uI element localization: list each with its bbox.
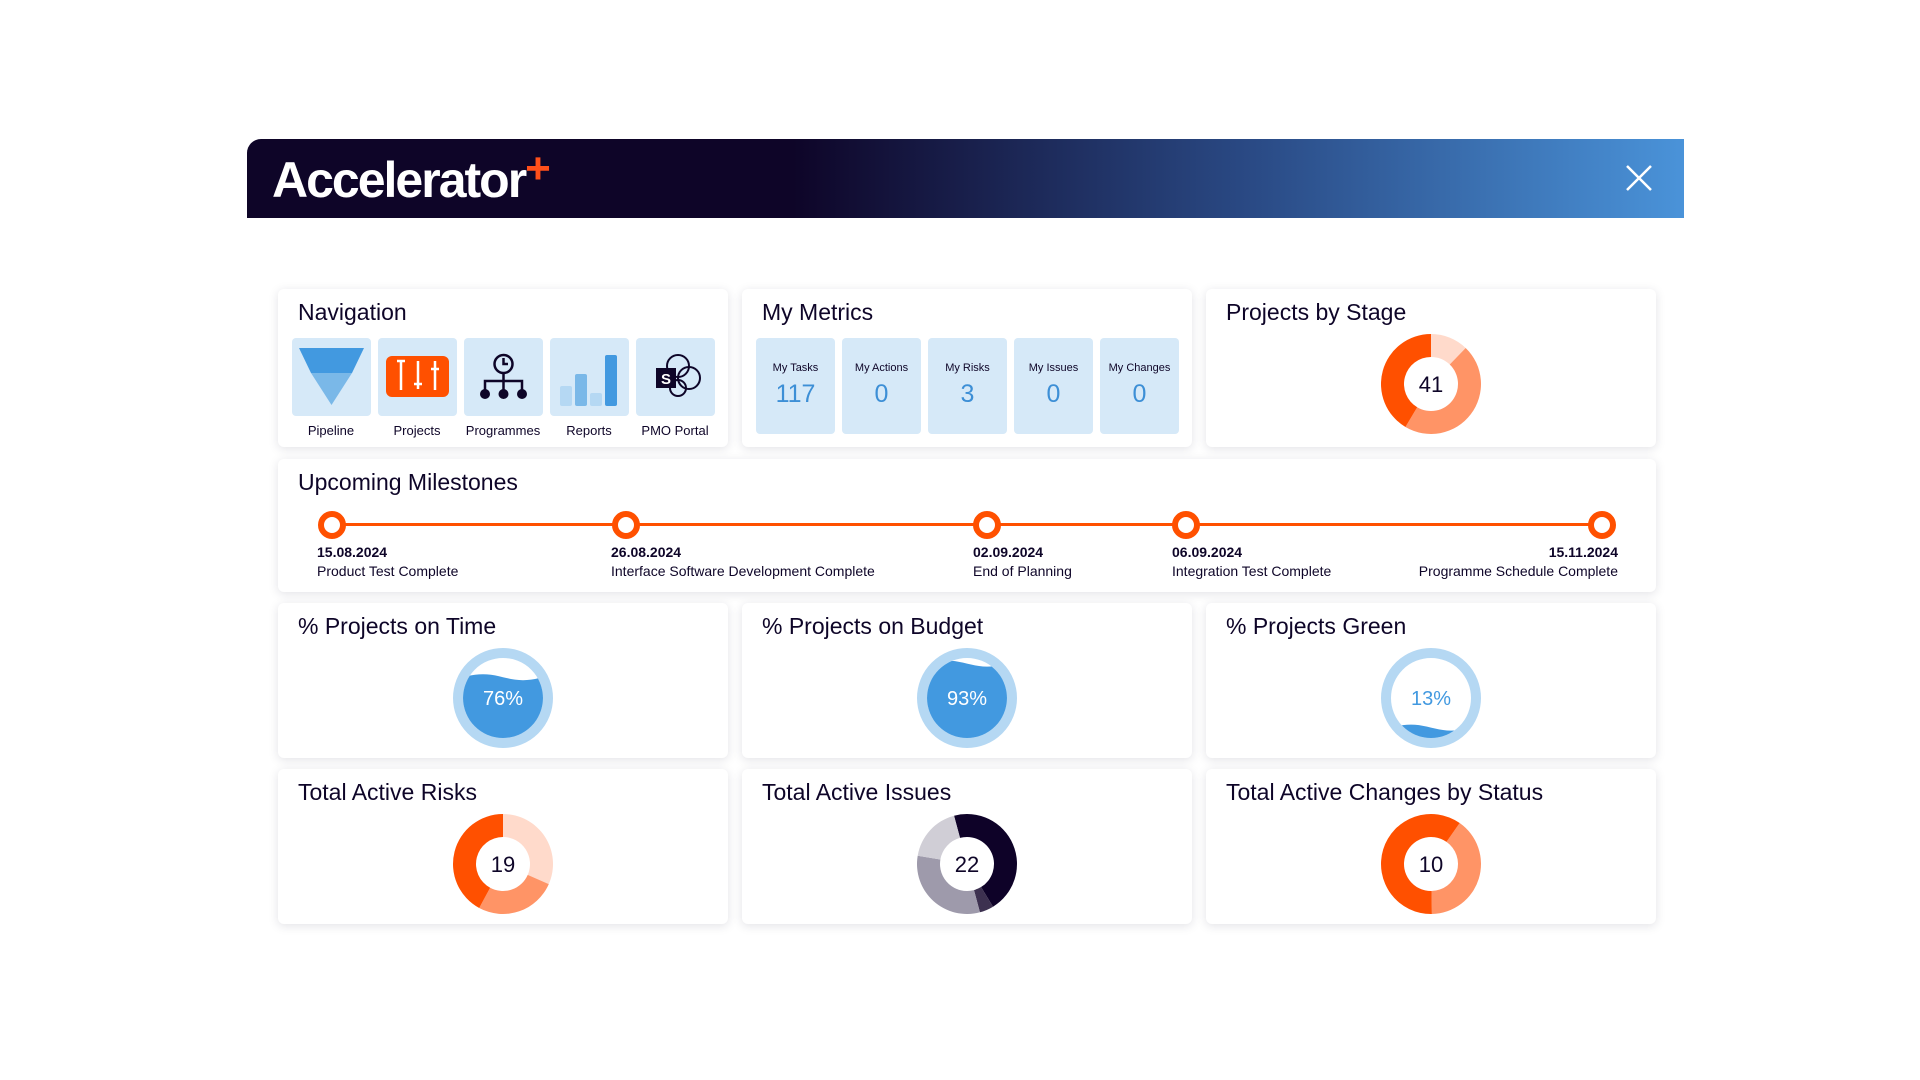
gauge-fill	[463, 674, 543, 738]
donut-segment[interactable]	[973, 887, 994, 913]
milestone-date: 02.09.2024	[973, 544, 1044, 560]
metric-issues[interactable]: My Issues 0	[1014, 338, 1093, 434]
gauge-value: 13%	[1411, 688, 1451, 710]
card-title: Total Active Issues	[762, 779, 952, 805]
funnel-icon	[299, 348, 364, 405]
bar-chart-icon	[560, 355, 617, 406]
nav-label: Pipeline	[307, 423, 355, 438]
projects-on-budget-gauge: 93%	[917, 648, 1017, 748]
card-title: Total Active Changes by Status	[1226, 779, 1544, 805]
card-title: Total Active Risks	[298, 779, 477, 805]
active-changes-card: Total Active Changes by Status 10	[1206, 769, 1656, 924]
milestone-label: Product Test Complete	[317, 563, 459, 579]
gauge-value: 93%	[947, 688, 987, 710]
card-title: % Projects on Time	[298, 613, 497, 639]
accelerator-logo: Accelerator+	[272, 144, 551, 208]
donut-segment[interactable]	[453, 814, 503, 908]
card-title: My Metrics	[762, 299, 874, 325]
donut-total: 10	[1419, 852, 1443, 877]
sharepoint-icon: S	[656, 354, 701, 397]
active-issues-donut[interactable]: 22	[915, 812, 1019, 916]
nav-pipeline-button[interactable]	[292, 338, 371, 416]
close-icon[interactable]	[1622, 161, 1656, 195]
sliders-icon	[386, 356, 449, 397]
milestone-date: 15.08.2024	[317, 544, 388, 560]
gauge-fill	[927, 660, 1007, 738]
active-risks-card: Total Active Risks 19	[278, 769, 728, 924]
milestone-dot[interactable]	[612, 511, 640, 539]
projects-by-stage-donut[interactable]: 41	[1379, 332, 1483, 436]
nav-programmes-button[interactable]	[464, 338, 543, 416]
nav-projects-button[interactable]	[378, 338, 457, 416]
metric-changes[interactable]: My Changes 0	[1100, 338, 1179, 434]
donut-segment[interactable]	[1405, 347, 1481, 434]
card-title: Upcoming Milestones	[298, 469, 518, 495]
milestone-label: Interface Software Development Complete	[611, 563, 875, 579]
milestone-dot[interactable]	[973, 511, 1001, 539]
card-title: % Projects Green	[1226, 613, 1407, 639]
card-title: % Projects on Budget	[762, 613, 984, 639]
nav-label: Reports	[566, 423, 612, 438]
active-changes-donut[interactable]: 10	[1379, 812, 1483, 916]
projects-green-gauge: 13%	[1381, 648, 1481, 748]
donut-segment[interactable]	[1431, 334, 1466, 365]
metric-actions[interactable]: My Actions 0	[842, 338, 921, 434]
donut-segment[interactable]	[479, 874, 549, 914]
active-issues-card: Total Active Issues 22	[742, 769, 1192, 924]
milestone-date: 26.08.2024	[611, 544, 682, 560]
card-title: Projects by Stage	[1226, 299, 1407, 325]
milestone-label: End of Planning	[973, 563, 1072, 579]
milestone-date: 15.11.2024	[1548, 544, 1618, 560]
gauge-ring	[453, 648, 553, 748]
milestone-date: 06.09.2024	[1172, 544, 1243, 560]
nav-label: Projects	[393, 423, 441, 438]
gauge-ring	[917, 648, 1017, 748]
projects-on-time-card: % Projects on Time 76%	[278, 603, 728, 758]
navigation-card: Navigation S Pipeline Projects Programme…	[278, 289, 728, 447]
nav-label: Programmes	[465, 423, 541, 438]
nav-pmo-portal-button[interactable]: S	[636, 338, 715, 416]
donut-total: 41	[1419, 372, 1443, 397]
donut-segment[interactable]	[1381, 334, 1431, 427]
projects-green-card: % Projects Green 13%	[1206, 603, 1656, 758]
gauge-value: 76%	[483, 688, 523, 710]
metric-tasks[interactable]: My Tasks 117	[756, 338, 835, 434]
milestone-dot[interactable]	[1172, 511, 1200, 539]
donut-segment[interactable]	[954, 814, 1017, 907]
donut-segment[interactable]	[1381, 814, 1460, 914]
nav-label: PMO Portal	[641, 423, 709, 438]
milestone-label: Programme Schedule Complete	[1418, 563, 1618, 579]
milestone-timeline	[332, 523, 1602, 526]
metric-risks[interactable]: My Risks 3	[928, 338, 1007, 434]
nav-reports-button[interactable]	[550, 338, 629, 416]
my-metrics-card: My Metrics My Tasks 117 My Actions 0 My Ri…	[742, 289, 1192, 447]
card-title: Navigation	[298, 299, 407, 325]
donut-total: 19	[491, 852, 515, 877]
active-risks-donut[interactable]: 19	[451, 812, 555, 916]
svg-text:S: S	[661, 371, 671, 388]
projects-on-budget-card: % Projects on Budget 93%	[742, 603, 1192, 758]
donut-segment[interactable]	[917, 815, 961, 860]
app-header: Accelerator+	[247, 139, 1684, 218]
donut-segment[interactable]	[917, 855, 980, 914]
donut-segment[interactable]	[1431, 823, 1481, 914]
org-chart-clock-icon	[480, 353, 527, 399]
milestone-dot[interactable]	[1588, 511, 1616, 539]
projects-on-time-gauge: 76%	[453, 648, 553, 748]
milestone-dot[interactable]	[318, 511, 346, 539]
milestone-label: Integration Test Complete	[1172, 563, 1332, 579]
donut-total: 22	[955, 852, 979, 877]
gauge-ring	[1381, 648, 1481, 748]
projects-by-stage-card: Projects by Stage 41	[1206, 289, 1656, 447]
donut-segment[interactable]	[503, 814, 553, 885]
milestones-card: Upcoming Milestones 15.08.2024 Product T…	[278, 459, 1656, 592]
